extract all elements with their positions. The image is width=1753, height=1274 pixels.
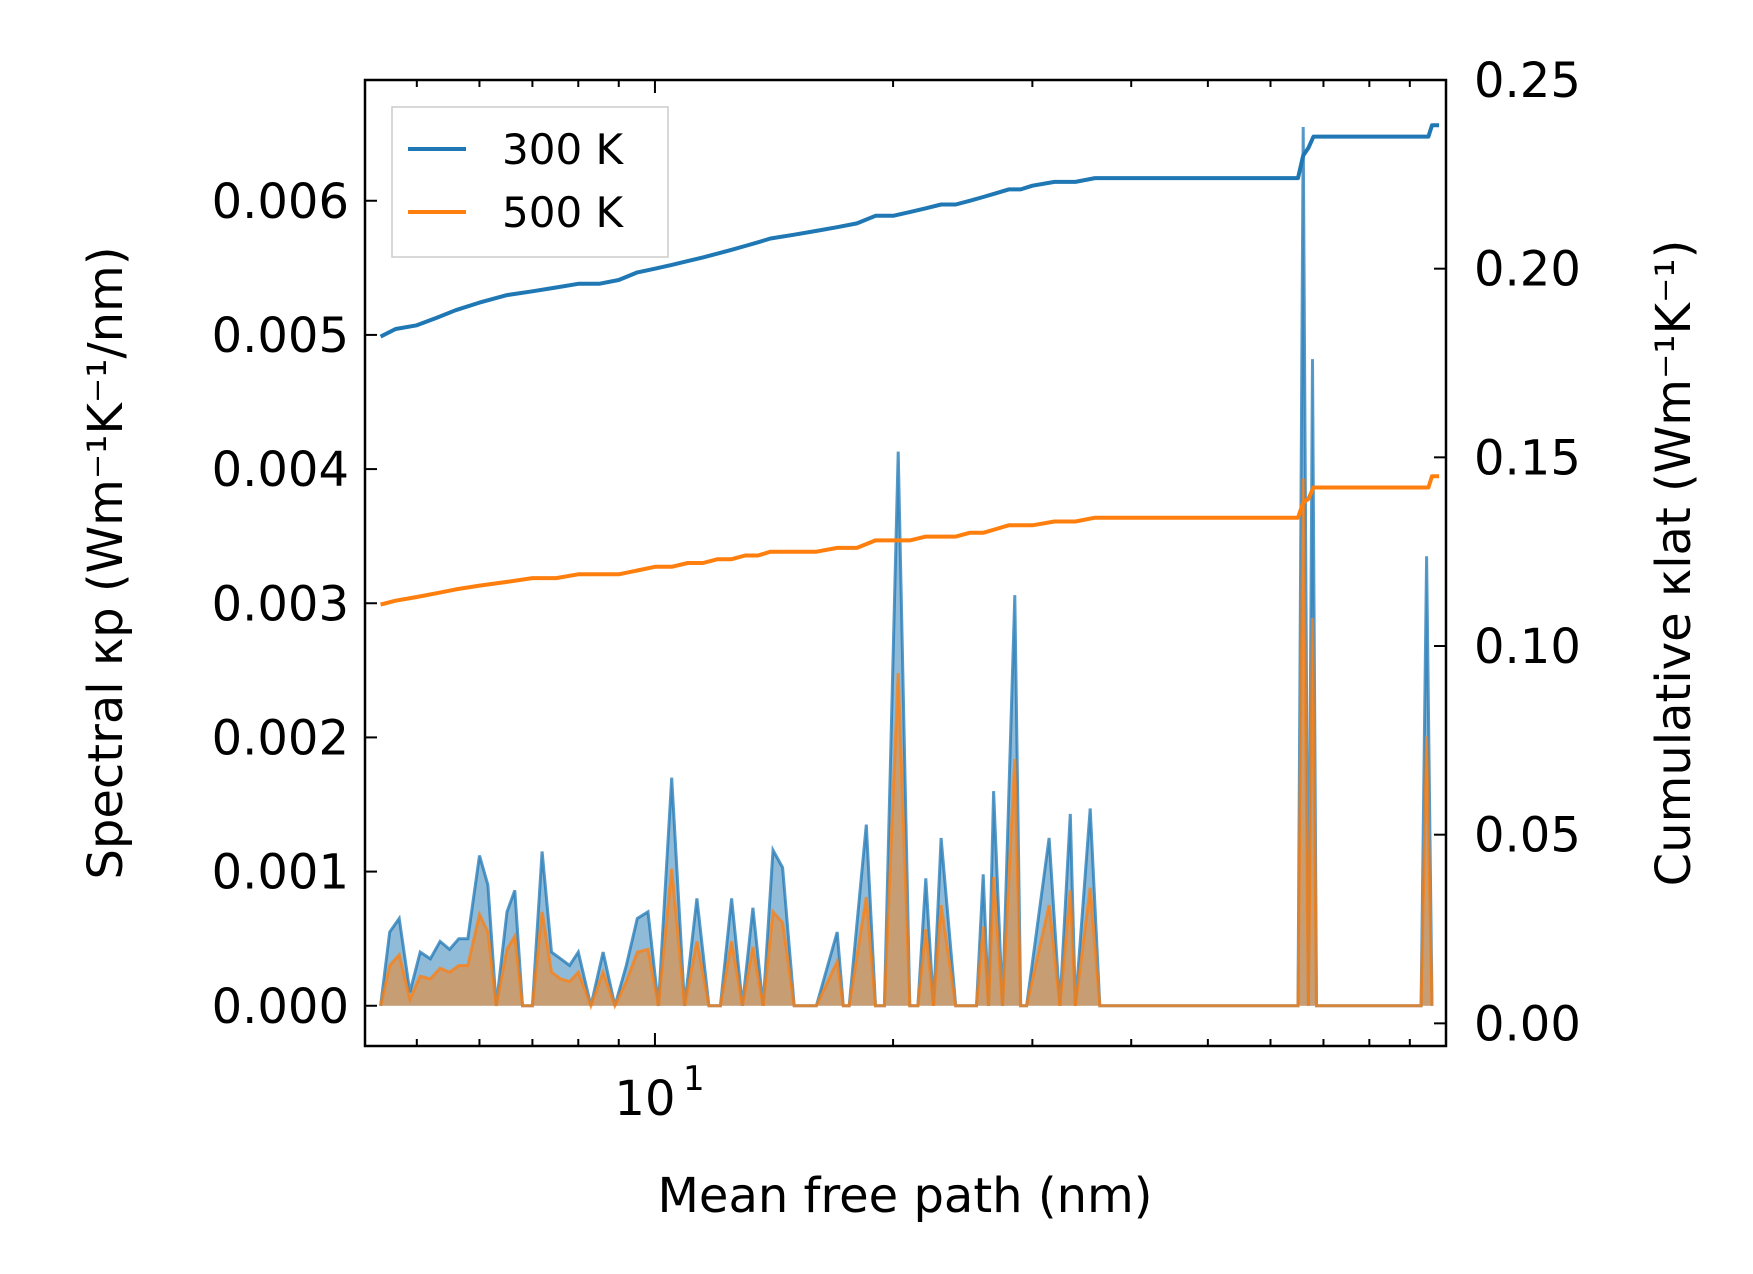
y-tick-label-left: 0.001 xyxy=(212,845,349,901)
legend-label-300k: 300 K xyxy=(502,125,625,174)
cumulative-500k-line xyxy=(380,474,1440,607)
x-axis-label: Mean free path (nm) xyxy=(658,1168,1153,1224)
y-tick-label-right: 0.10 xyxy=(1474,619,1581,675)
spectral-500k-area xyxy=(380,478,1433,1006)
legend-label-500k: 500 K xyxy=(502,188,625,237)
x-tick-label-exponent: 1 xyxy=(683,1059,705,1099)
cumulative-lines xyxy=(379,123,1440,607)
y-tick-label-right: 0.25 xyxy=(1474,53,1581,109)
y-tick-label-left: 0.006 xyxy=(212,174,349,230)
y-tick-label-right: 0.15 xyxy=(1474,430,1581,486)
spectral-fills xyxy=(379,126,1434,1011)
y-tick-label-right: 0.00 xyxy=(1474,996,1581,1052)
cumulative-300k-line xyxy=(379,123,1440,339)
x-tick-label: 10 xyxy=(614,1071,675,1127)
spectral-500k-line xyxy=(379,478,1434,1011)
y-tick-label-left: 0.005 xyxy=(212,308,349,364)
legend-box xyxy=(391,106,669,258)
y-tick-label-left: 0.003 xyxy=(212,576,349,632)
axis-ticks xyxy=(365,79,1447,1046)
y-tick-label-left: 0.004 xyxy=(212,442,349,498)
tick-labels: 0.000 0.001 0.002 0.003 0.004 0.005 0.006 0.00 0… xyxy=(212,53,1581,1127)
y-tick-label-left: 0.002 xyxy=(212,710,349,766)
plot-frame xyxy=(363,78,1448,1048)
legend: 300 K 500 K xyxy=(391,106,669,258)
y-axis-label-right: Cumulative κlat (Wm⁻¹K⁻¹) xyxy=(1646,240,1702,887)
spectral-300k-area xyxy=(380,127,1433,1006)
y-axis-label-left: Spectral κp (Wm⁻¹K⁻¹/nm) xyxy=(78,246,134,879)
y-tick-label-right: 0.20 xyxy=(1474,242,1581,298)
y-tick-label-left: 0.000 xyxy=(212,979,349,1035)
y-tick-label-right: 0.05 xyxy=(1474,808,1581,864)
